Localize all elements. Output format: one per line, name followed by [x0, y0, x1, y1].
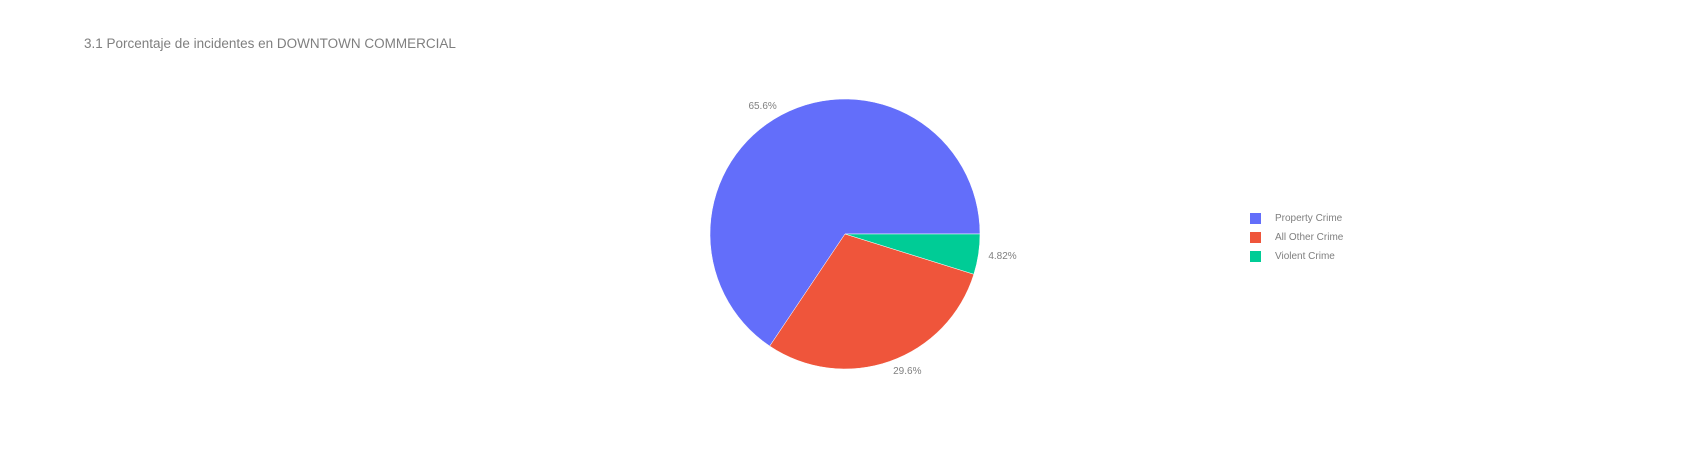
pie-slice-violent-crime[interactable]: [844, 233, 981, 275]
pie-slice-all-other-crime[interactable]: [769, 233, 975, 370]
legend-item-all-other-crime[interactable]: All Other Crime: [1250, 228, 1343, 247]
pie-slice-labels: 65.6% 29.6% 4.82%: [748, 101, 1016, 377]
legend-label-property-crime: Property Crime: [1275, 213, 1343, 224]
legend-item-violent-crime[interactable]: Violent Crime: [1250, 247, 1343, 266]
legend: Property Crime All Other Crime Violent C…: [1250, 209, 1343, 266]
legend-swatch-property-crime: [1250, 213, 1261, 224]
pie-label-property-crime: 65.6%: [748, 101, 776, 112]
legend-label-all-other-crime: All Other Crime: [1275, 232, 1344, 243]
pie-slice-property-crime[interactable]: [709, 98, 981, 347]
chart-title: 3.1 Porcentaje de incidentes en DOWNTOWN…: [84, 36, 456, 51]
pie-slices: [709, 98, 981, 370]
legend-swatch-all-other-crime: [1250, 232, 1261, 243]
legend-item-property-crime[interactable]: Property Crime: [1250, 209, 1343, 228]
legend-label-violent-crime: Violent Crime: [1275, 251, 1335, 262]
pie-label-violent-crime: 4.82%: [988, 251, 1016, 262]
legend-swatch-violent-crime: [1250, 251, 1261, 262]
pie-label-all-other-crime: 29.6%: [893, 366, 921, 377]
